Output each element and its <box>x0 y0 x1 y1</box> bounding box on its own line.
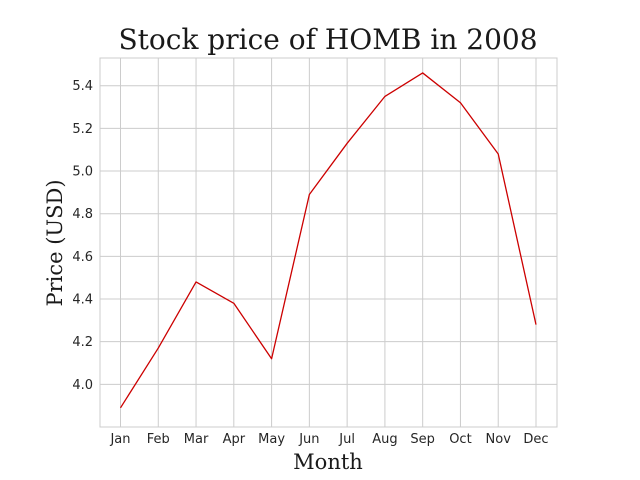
y-tick-label: 5.0 <box>72 165 93 180</box>
x-tick-label: Jul <box>338 432 355 447</box>
y-tick-label: 4.2 <box>72 335 93 350</box>
y-axis-ticks: 4.0 4.2 4.4 4.6 4.8 5.0 5.2 5.4 <box>72 79 93 393</box>
series-lines <box>119 72 537 409</box>
y-tick-label: 4.0 <box>72 378 93 393</box>
chart-title: Stock price of HOMB in 2008 <box>118 23 537 56</box>
y-tick-label: 5.2 <box>72 122 93 137</box>
x-tick-label: Mar <box>184 432 209 447</box>
x-tick-label: Jun <box>298 432 319 447</box>
x-axis-ticks: Jan Feb Mar Apr May Jun Jul Aug Sep Oct Nov Dec <box>109 432 548 447</box>
x-tick-label: Jan <box>109 432 130 447</box>
x-tick-label: Aug <box>372 432 397 447</box>
y-axis-label: Price (USD) <box>43 179 67 306</box>
x-tick-label: Oct <box>449 432 471 447</box>
grid-lines <box>100 58 557 427</box>
x-tick-label: Apr <box>223 432 246 447</box>
series-line <box>119 72 537 409</box>
y-tick-label: 4.4 <box>72 293 93 308</box>
y-tick-label: 4.6 <box>72 250 93 265</box>
x-axis-label: Month <box>293 450 363 474</box>
x-tick-label: Dec <box>523 432 548 447</box>
x-tick-label: May <box>258 432 285 447</box>
y-tick-label: 4.8 <box>72 207 93 222</box>
x-tick-label: Feb <box>147 432 170 447</box>
plot-area <box>99 57 558 428</box>
x-tick-label: Nov <box>486 432 512 447</box>
y-tick-label: 5.4 <box>72 79 93 94</box>
x-tick-label: Sep <box>410 432 435 447</box>
